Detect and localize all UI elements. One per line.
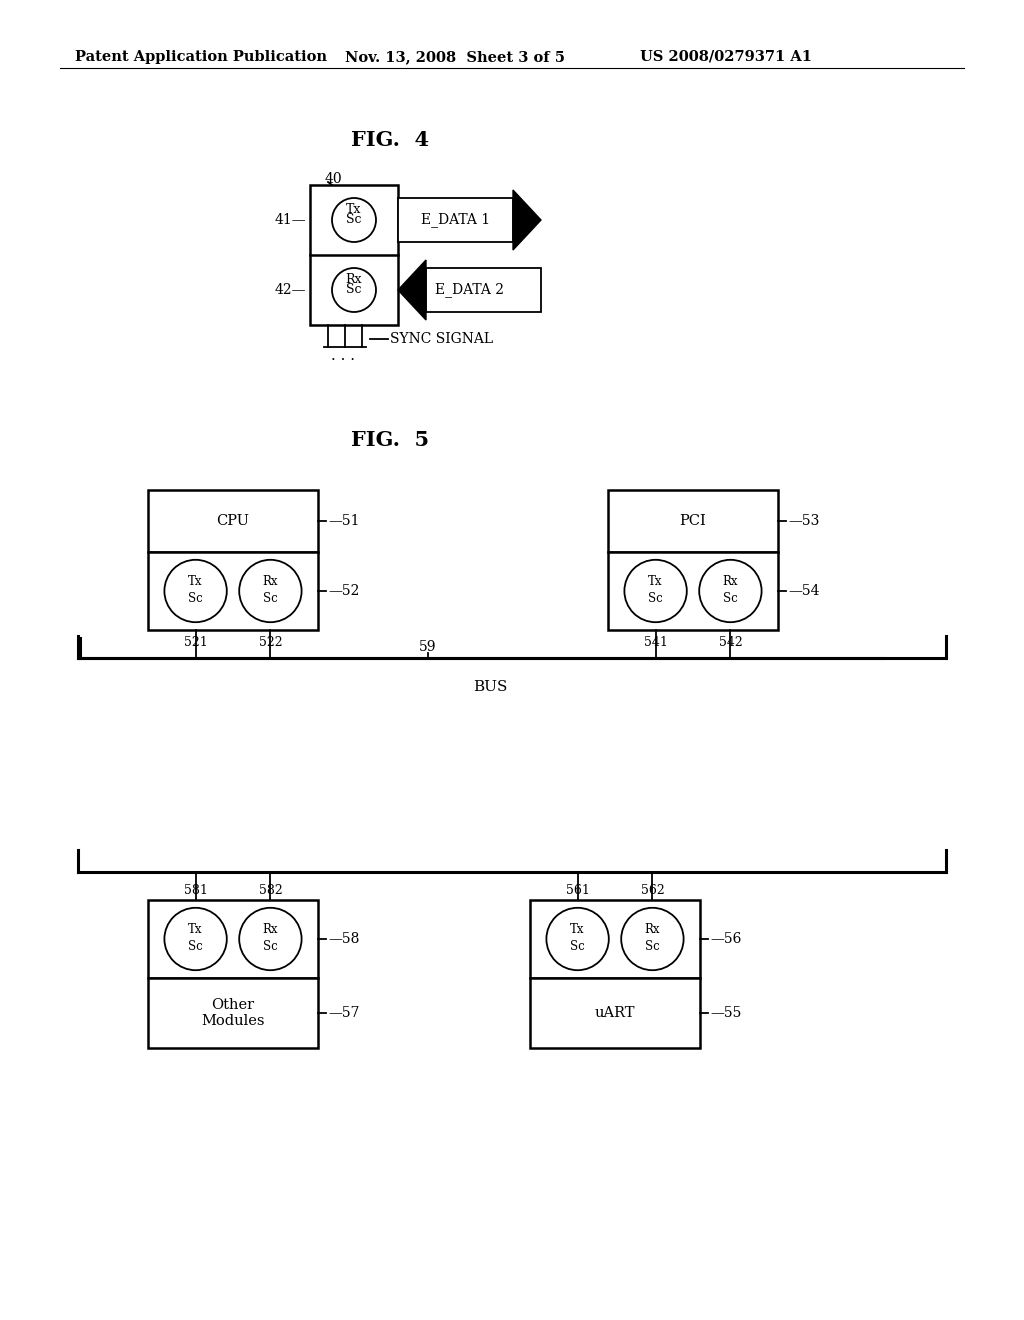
Text: 541: 541 <box>644 636 668 649</box>
Text: —58: —58 <box>328 932 359 946</box>
Bar <box>530 900 700 978</box>
Circle shape <box>699 560 762 622</box>
Circle shape <box>625 560 687 622</box>
Text: FIG.  5: FIG. 5 <box>351 430 429 450</box>
Text: 562: 562 <box>641 883 665 896</box>
Text: 581: 581 <box>183 883 208 896</box>
Bar <box>148 900 318 978</box>
Text: 42—: 42— <box>274 282 306 297</box>
Text: Sc: Sc <box>188 940 203 953</box>
Text: Rx: Rx <box>346 273 362 286</box>
Text: Patent Application Publication: Patent Application Publication <box>75 50 327 63</box>
Text: CPU: CPU <box>216 513 250 528</box>
Text: E_DATA 2: E_DATA 2 <box>435 282 504 297</box>
Text: BUS: BUS <box>473 680 507 694</box>
Bar <box>608 552 778 630</box>
Bar <box>148 490 318 552</box>
Bar <box>398 198 513 242</box>
Text: —55: —55 <box>710 1006 741 1020</box>
Text: 582: 582 <box>258 883 283 896</box>
Text: —52: —52 <box>328 583 359 598</box>
Text: Tx: Tx <box>188 576 203 587</box>
Circle shape <box>332 198 376 242</box>
Bar <box>148 552 318 630</box>
Text: 40: 40 <box>325 172 343 186</box>
Text: Sc: Sc <box>648 593 663 605</box>
Text: Rx: Rx <box>262 576 279 587</box>
Text: Tx: Tx <box>346 203 361 216</box>
Text: 542: 542 <box>719 636 742 649</box>
Text: Rx: Rx <box>262 923 279 936</box>
Text: Tx: Tx <box>570 923 585 936</box>
Bar <box>426 268 541 312</box>
Text: Sc: Sc <box>723 593 737 605</box>
Bar <box>608 490 778 552</box>
Text: Nov. 13, 2008  Sheet 3 of 5: Nov. 13, 2008 Sheet 3 of 5 <box>345 50 565 63</box>
Text: SYNC SIGNAL: SYNC SIGNAL <box>390 333 494 346</box>
Text: Sc: Sc <box>263 593 278 605</box>
Circle shape <box>165 560 226 622</box>
Text: Sc: Sc <box>645 940 659 953</box>
Bar <box>148 978 318 1048</box>
Text: 521: 521 <box>183 636 208 649</box>
Text: . . .: . . . <box>331 348 355 363</box>
Text: Rx: Rx <box>645 923 660 936</box>
Text: Sc: Sc <box>188 593 203 605</box>
Text: Other
Modules: Other Modules <box>202 998 265 1028</box>
Circle shape <box>240 908 302 970</box>
Polygon shape <box>398 260 426 319</box>
Text: —57: —57 <box>328 1006 359 1020</box>
Circle shape <box>547 908 609 970</box>
Text: US 2008/0279371 A1: US 2008/0279371 A1 <box>640 50 812 63</box>
Circle shape <box>622 908 684 970</box>
Text: 561: 561 <box>565 883 590 896</box>
Text: 522: 522 <box>259 636 283 649</box>
Text: —56: —56 <box>710 932 741 946</box>
Bar <box>530 978 700 1048</box>
Text: E_DATA 1: E_DATA 1 <box>421 213 490 227</box>
Text: Sc: Sc <box>570 940 585 953</box>
Text: 41—: 41— <box>274 213 306 227</box>
Circle shape <box>332 268 376 312</box>
Text: Tx: Tx <box>188 923 203 936</box>
Text: 59: 59 <box>419 640 437 653</box>
Text: Sc: Sc <box>346 282 361 296</box>
Text: —53: —53 <box>788 513 819 528</box>
Text: PCI: PCI <box>680 513 707 528</box>
Text: uART: uART <box>595 1006 635 1020</box>
Bar <box>310 185 398 325</box>
Text: Tx: Tx <box>648 576 663 587</box>
Text: Rx: Rx <box>723 576 738 587</box>
Text: Sc: Sc <box>346 213 361 226</box>
Text: FIG.  4: FIG. 4 <box>351 129 429 150</box>
Circle shape <box>240 560 302 622</box>
Circle shape <box>165 908 226 970</box>
Polygon shape <box>513 190 541 249</box>
Text: —54: —54 <box>788 583 819 598</box>
Text: Sc: Sc <box>263 940 278 953</box>
Text: —51: —51 <box>328 513 359 528</box>
